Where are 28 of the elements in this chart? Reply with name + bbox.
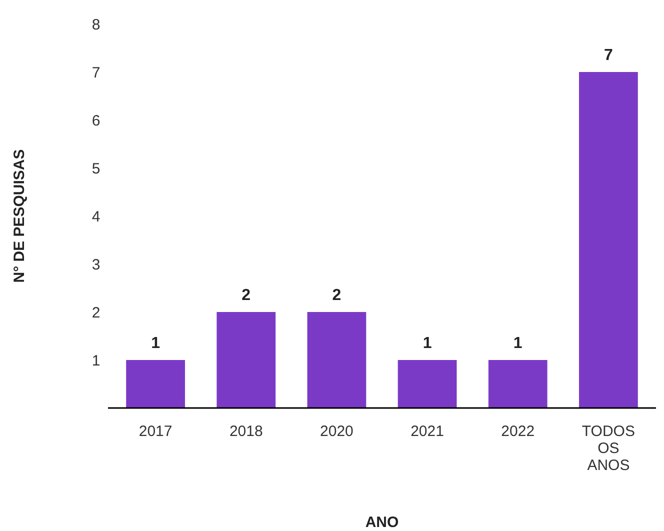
data-label: 2 (332, 287, 342, 304)
bar (307, 312, 366, 408)
bar (126, 360, 185, 408)
data-label: 1 (151, 335, 160, 352)
y-axis-title: N° DE PESQUISAS (11, 149, 28, 283)
data-label: 1 (513, 335, 522, 352)
y-tick-label: 2 (92, 304, 100, 322)
bar (579, 72, 638, 408)
y-tick-label: 6 (92, 112, 100, 130)
data-label: 7 (604, 47, 613, 64)
x-axis-title: ANO (365, 514, 399, 531)
data-label: 2 (242, 287, 251, 304)
x-tick-label: 2022 (501, 423, 535, 440)
data-label: 1 (422, 335, 432, 352)
x-tick-label: TODOS OS ANOS (582, 423, 635, 474)
x-tick-label: 2017 (138, 423, 172, 440)
bar (488, 360, 548, 408)
bar (398, 360, 457, 408)
x-tick-label: 2018 (229, 423, 263, 440)
y-tick-label: 8 (92, 16, 100, 34)
y-tick-label: 4 (92, 208, 100, 226)
x-tick-label: 2021 (410, 423, 444, 440)
y-tick-label: 1 (92, 352, 100, 370)
bar (216, 312, 276, 408)
y-tick-label: 5 (92, 160, 100, 178)
y-tick-label: 7 (92, 64, 100, 82)
y-tick-label: 3 (92, 256, 100, 274)
x-tick-label: 2020 (320, 423, 354, 440)
